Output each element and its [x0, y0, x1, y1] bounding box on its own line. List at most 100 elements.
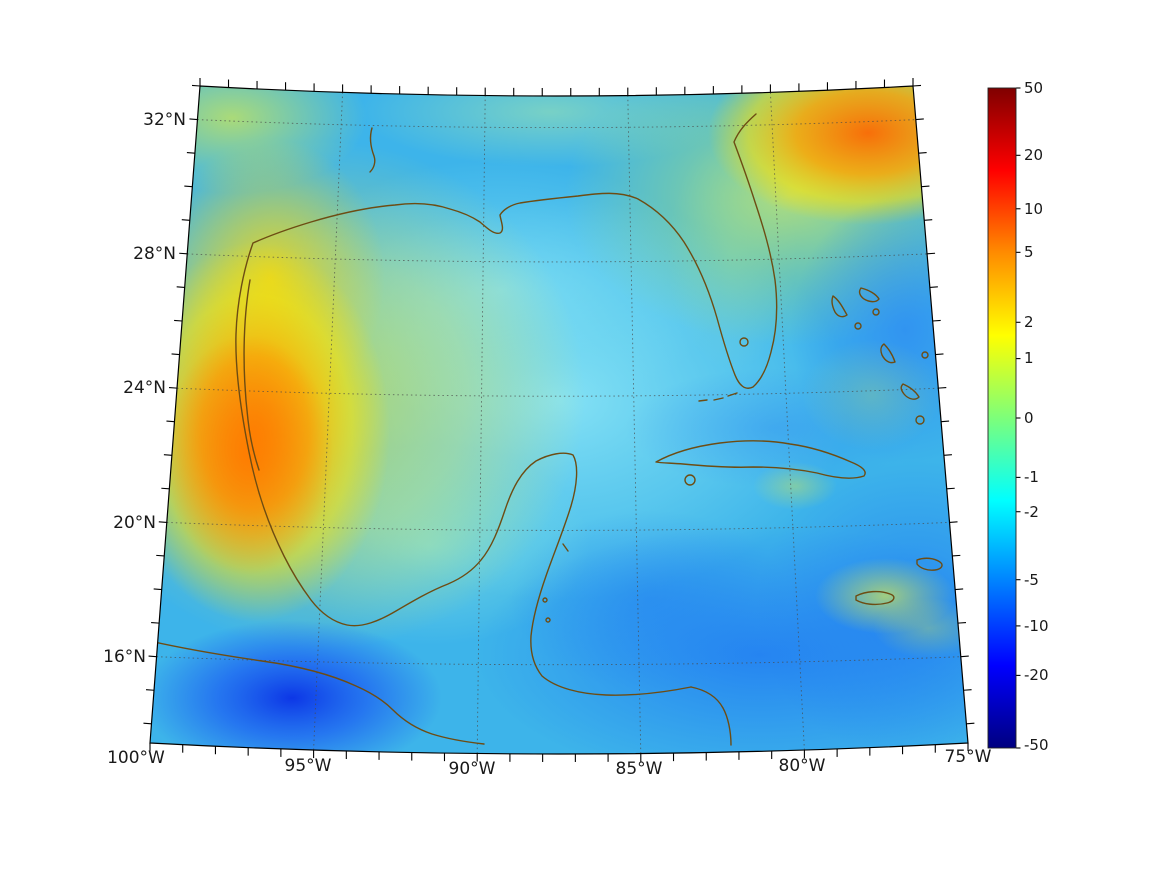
frame-tick [957, 621, 967, 624]
frame-tick [179, 252, 188, 255]
frame-tick [186, 151, 195, 154]
frame-tick [161, 487, 170, 490]
lon-tick-label: 75°W [945, 747, 992, 767]
coastline-nicaragua [690, 686, 732, 746]
belize-cay-1 [542, 597, 548, 603]
lon-tick-label: 85°W [616, 759, 663, 779]
frame-tick [171, 353, 180, 356]
frame-tick [918, 151, 927, 154]
frame-tick [163, 454, 172, 456]
frame-tick [143, 722, 152, 725]
lat-axis-labels: 32°N 28°N 24°N 20°N 16°N [103, 110, 186, 667]
colorbar-tick-label: 0 [1024, 409, 1034, 427]
lon-axis-labels: 100°W 95°W 90°W 85°W 80°W 75°W [107, 747, 992, 779]
bahamas-long-island [900, 383, 920, 400]
gridline-lat-16N [156, 656, 961, 666]
colorbar: 50 20 10 5 2 1 0 -1 -2 -5 -10 -20 -50 [987, 79, 1049, 754]
lon-tick-label: 100°W [107, 748, 165, 768]
frame-tick [949, 521, 958, 523]
frame-tick [184, 185, 193, 188]
colorbar-tick-label: 2 [1024, 313, 1034, 331]
colorbar-tick-label: -10 [1024, 617, 1049, 635]
frame-tick [176, 286, 185, 288]
coastline-pacific-mexico [150, 640, 485, 745]
frame-tick [168, 386, 178, 389]
bahamas-cay-1 [854, 322, 862, 330]
lon-tick-label: 95°W [285, 756, 332, 776]
gridline-lon-90W [476, 95, 486, 754]
isle-of-youth [684, 474, 696, 486]
frame-tick [915, 118, 924, 121]
coastline-layer [150, 113, 943, 746]
bahamas-cay-2 [872, 308, 880, 316]
gridline-lat-24N [176, 387, 939, 397]
colorbar-tick-label: -20 [1024, 666, 1049, 684]
hispaniola-fragment [916, 557, 943, 571]
frame-tick [935, 353, 944, 356]
frame-tick [932, 319, 941, 322]
coastline-cuba [655, 440, 866, 479]
lon-tick-label: 80°W [779, 756, 826, 776]
colorbar-tick-label: 50 [1024, 79, 1043, 97]
frame-tick [189, 118, 198, 121]
colorbar-tick-label: -1 [1024, 468, 1039, 486]
gridline-lon-95W [313, 92, 344, 751]
frame-tick [938, 386, 947, 389]
coastline-texas-barrier-islands [243, 279, 260, 471]
bahamas-cay-4 [915, 415, 925, 425]
belize-cay-2 [545, 617, 551, 623]
frame-tick [158, 521, 167, 523]
gridline-lon-85W [627, 95, 642, 754]
lat-tick-label: 16°N [103, 647, 146, 667]
gridline-lat-32N [197, 119, 916, 129]
gridline-layer [156, 92, 961, 754]
coastline-gulf-mainland [235, 113, 778, 696]
gridline-lat-28N [187, 253, 928, 263]
colorbar-tick-label: -2 [1024, 503, 1039, 521]
cozumel [562, 543, 569, 552]
bahamas-grand-bahama [858, 287, 880, 303]
lat-tick-label: 24°N [123, 378, 166, 398]
frame-tick [145, 689, 155, 691]
frame-tick [921, 185, 930, 188]
colorbar-tick-label: -50 [1024, 736, 1049, 754]
texas-river [369, 127, 376, 173]
frame-tick [955, 588, 964, 591]
frame-tick [963, 689, 972, 691]
gridline-lon-80W [769, 92, 805, 751]
frame-tick [156, 554, 165, 557]
lake-okeechobee [739, 337, 749, 347]
frame-tick [960, 655, 969, 658]
lat-tick-label: 20°N [113, 513, 156, 533]
frame-tick [929, 286, 938, 288]
frame-ticks [143, 78, 1021, 762]
colorbar-gradient [987, 87, 1017, 749]
frame-tick [924, 219, 933, 221]
bahamas-andros [831, 295, 848, 318]
lat-tick-label: 32°N [143, 110, 186, 130]
frame-tick [181, 219, 190, 221]
lon-tick-label: 90°W [449, 759, 496, 779]
lat-tick-label: 28°N [133, 244, 176, 264]
colorbar-tick-label: 10 [1024, 200, 1043, 218]
colorbar-tick-labels: 50 20 10 5 2 1 0 -1 -2 -5 -10 -20 -50 [1024, 79, 1049, 754]
frame-tick [946, 487, 955, 490]
frame-tick [966, 722, 975, 725]
gridline-lat-20N [166, 521, 950, 531]
frame-tick [153, 588, 162, 591]
frame-tick [912, 84, 922, 87]
frame-tick [191, 84, 201, 87]
frame-tick [943, 454, 952, 456]
frame-tick [952, 554, 961, 557]
jamaica [855, 590, 895, 606]
frame-tick [166, 420, 175, 423]
frame-tick [174, 319, 183, 322]
frame-tick [927, 252, 936, 255]
frame-tick [941, 420, 950, 423]
colorbar-tick-label: 20 [1024, 146, 1043, 164]
bahamas-cay-3 [921, 351, 929, 359]
coastline-florida-keys [698, 392, 738, 402]
colorbar-tick-label: -5 [1024, 571, 1039, 589]
